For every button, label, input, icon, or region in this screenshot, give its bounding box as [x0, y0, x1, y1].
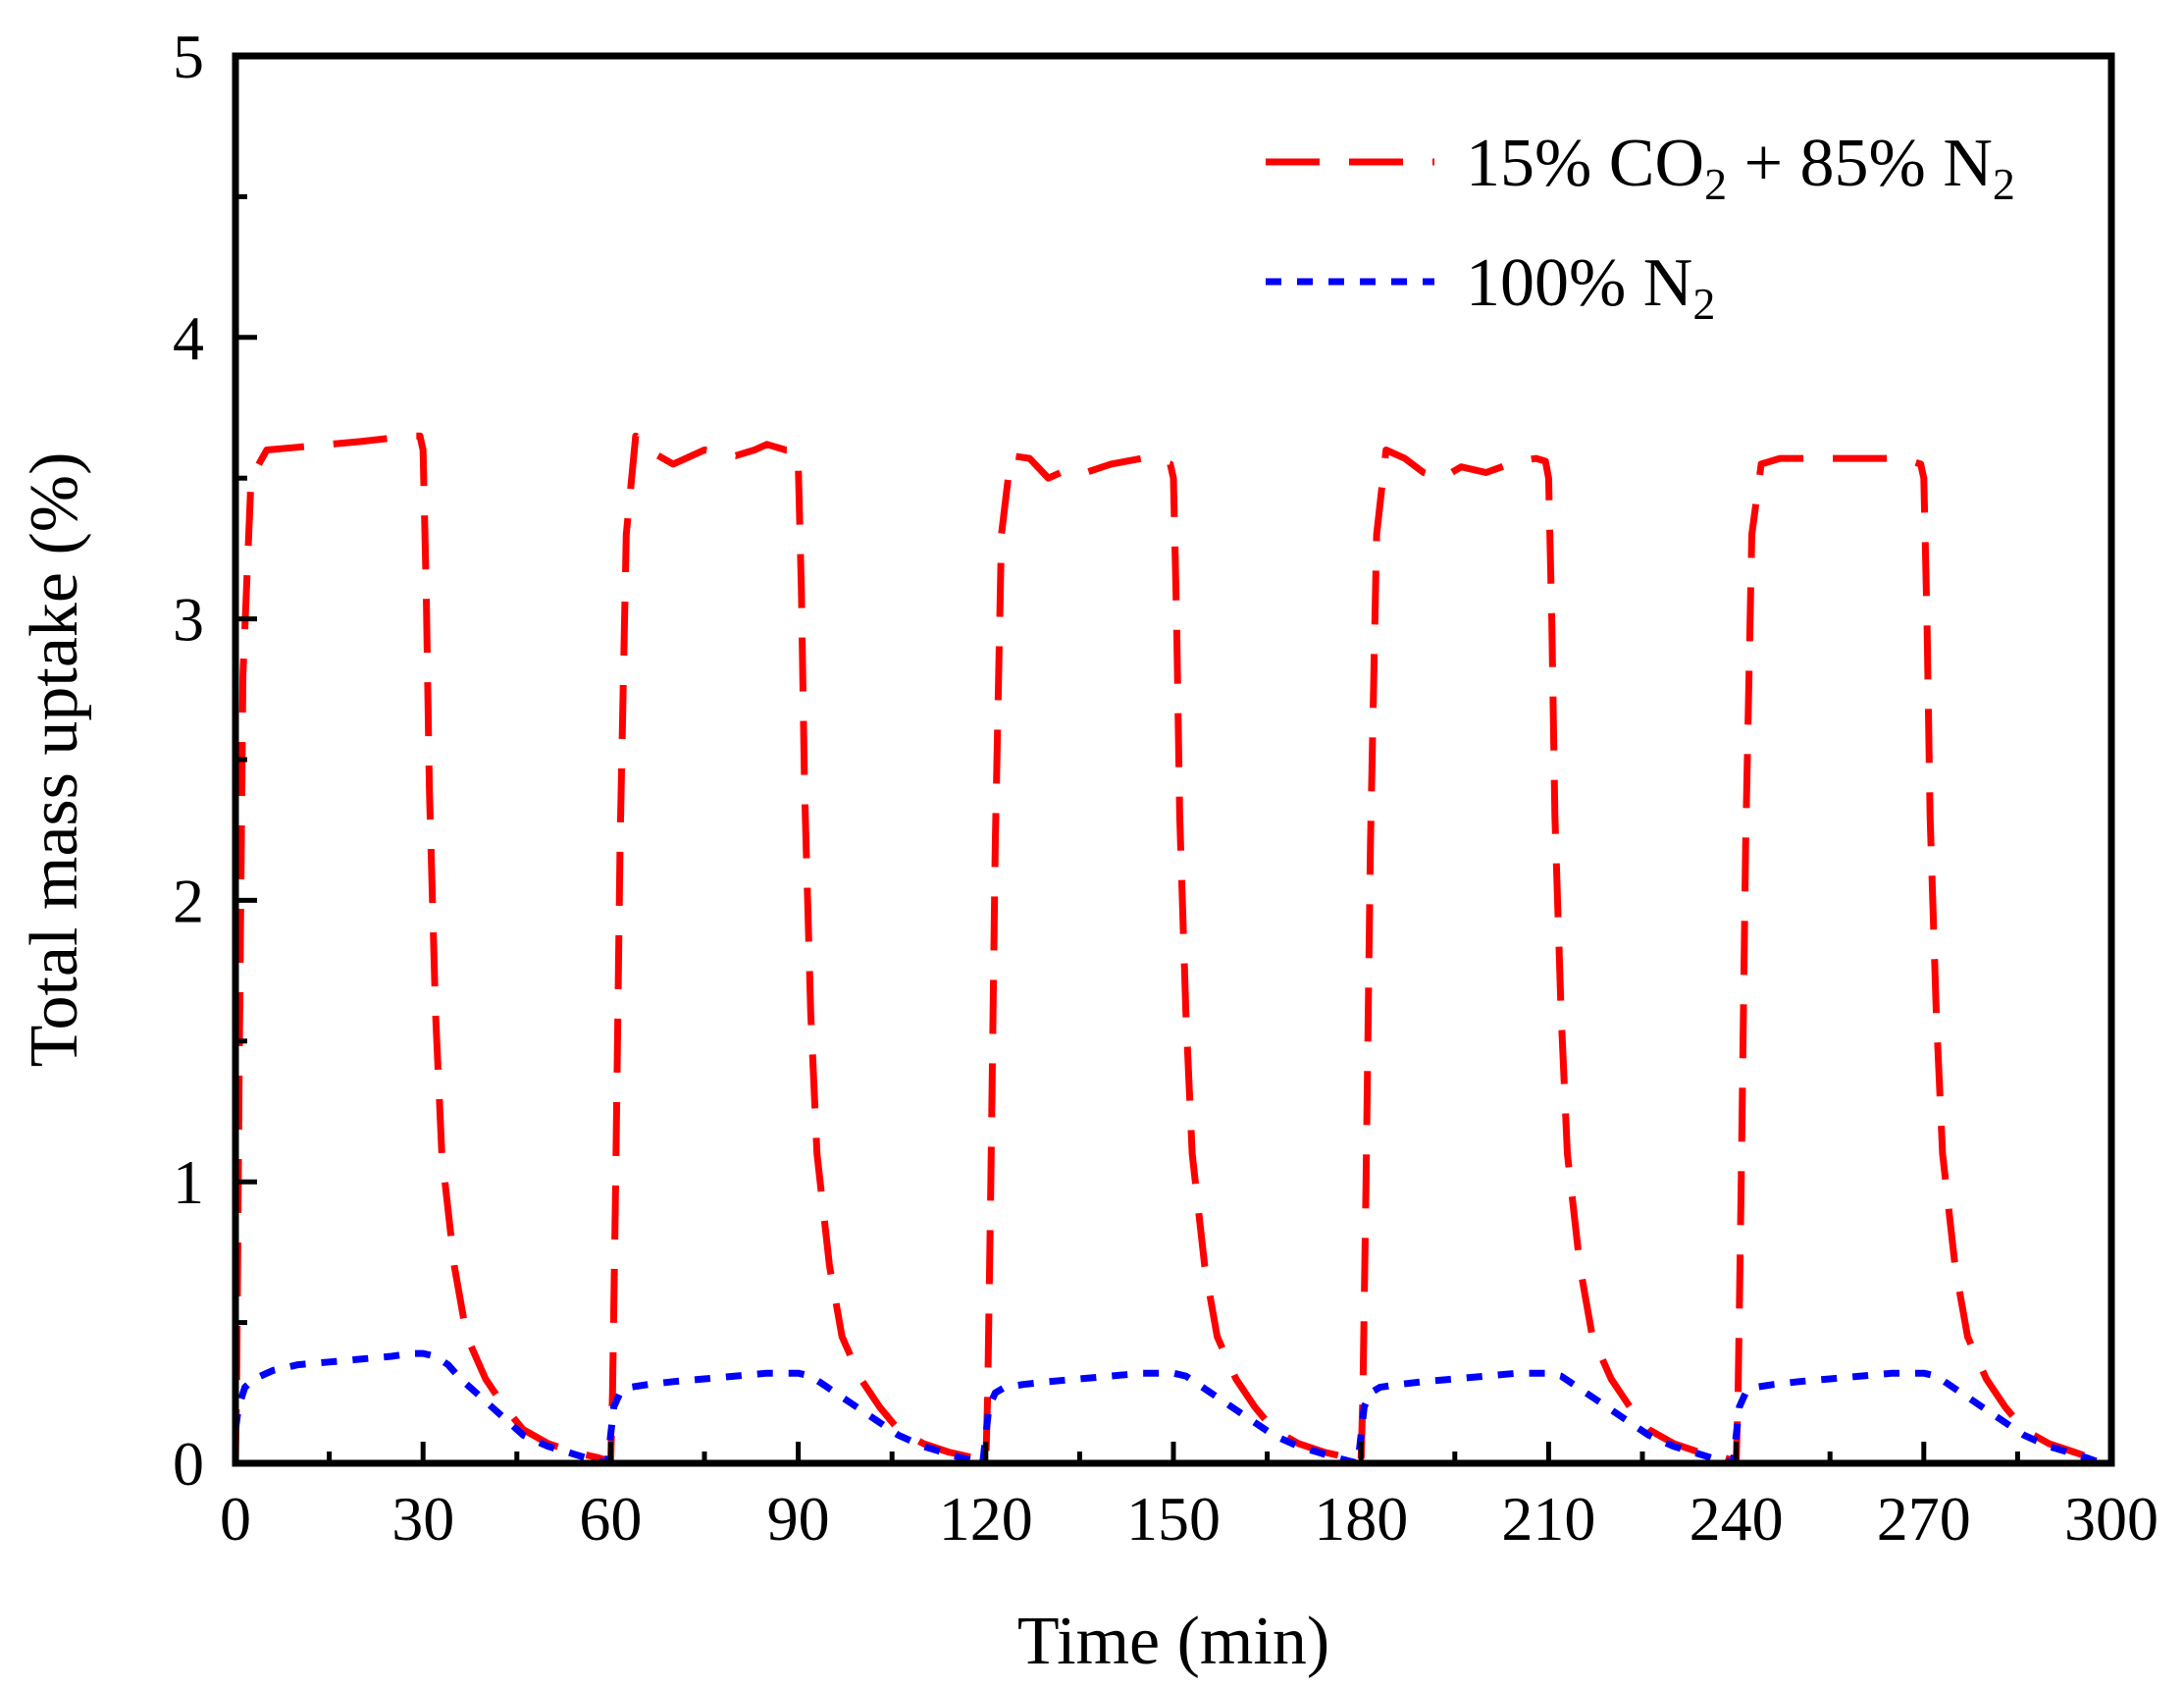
legend-text-part: 2 [1692, 279, 1715, 329]
x-tick-label: 300 [2064, 1484, 2158, 1554]
legend-label-2: 100% N2 [1466, 245, 1715, 329]
y-tick-label: 0 [173, 1429, 204, 1499]
series-layer [232, 432, 2104, 1467]
legend-text-part: 2 [1993, 159, 2015, 209]
x-tick-label: 90 [767, 1484, 830, 1554]
y-tick-label: 4 [173, 303, 204, 373]
x-tick-label: 240 [1690, 1484, 1784, 1554]
x-tick-label: 120 [939, 1484, 1033, 1554]
legend-label-1: 15% CO2 + 85% N2 [1466, 126, 2015, 209]
x-tick-label: 150 [1126, 1484, 1221, 1554]
x-tick-label: 0 [220, 1484, 251, 1554]
x-tick-label: 210 [1501, 1484, 1595, 1554]
legend-text-part: 15% CO [1466, 126, 1704, 201]
legend-text-part: + 85% N [1727, 126, 1993, 201]
y-tick-label: 2 [173, 866, 204, 935]
legend-text-part: 2 [1704, 159, 1727, 209]
x-tick-label: 30 [391, 1484, 454, 1554]
plot-frame [232, 52, 2115, 1467]
x-tick-label: 60 [579, 1484, 642, 1554]
series-line-1 [232, 432, 2101, 1467]
y-tick-label: 1 [173, 1147, 204, 1217]
ticks-layer: 0 30 60 90 120 150 180 210 240 270 300 0 1 2 3 4 5 [173, 22, 2158, 1554]
legend-text-part: 100% N [1466, 245, 1692, 321]
series-line-2 [232, 1349, 2104, 1467]
x-axis-title: Time (min) [1017, 1604, 1329, 1679]
y-tick-label: 5 [173, 22, 204, 91]
x-tick-label: 270 [1877, 1484, 1971, 1554]
y-axis-title: Total mass uptake (%) [17, 452, 92, 1068]
x-tick-label: 180 [1314, 1484, 1408, 1554]
y-tick-label: 3 [173, 585, 204, 655]
